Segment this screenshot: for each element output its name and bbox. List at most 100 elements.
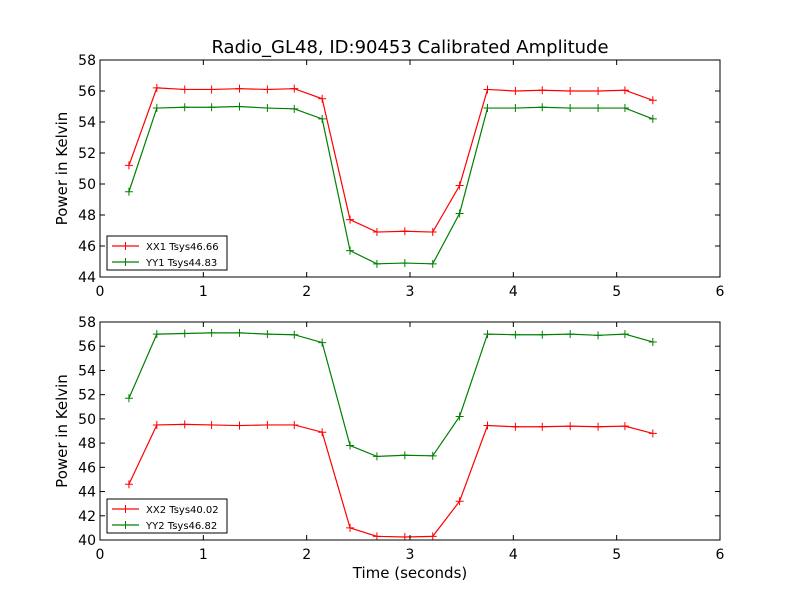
data-point	[152, 104, 161, 113]
data-point	[455, 497, 464, 506]
data-point	[483, 85, 492, 94]
x-tick-label: 6	[716, 547, 725, 563]
data-point	[594, 422, 603, 431]
y-tick-label: 56	[78, 84, 96, 100]
y-tick-label: 46	[78, 460, 96, 476]
data-point	[207, 85, 216, 94]
y-tick-label: 54	[78, 363, 96, 379]
y-tick-label: 50	[78, 412, 96, 428]
data-point	[372, 228, 381, 237]
x-tick-label: 3	[406, 284, 415, 300]
x-tick-label: 4	[509, 547, 518, 563]
y-tick-label: 50	[78, 177, 96, 193]
x-tick-label: 1	[199, 284, 208, 300]
data-point	[124, 161, 133, 170]
x-tick-label: 5	[612, 547, 621, 563]
data-point	[620, 86, 629, 95]
series-line-1	[128, 423, 653, 538]
legend-marker	[121, 521, 130, 529]
x-tick-label: 2	[302, 547, 311, 563]
data-point	[648, 96, 657, 105]
legend-label: YY2 Tsys46.82	[145, 521, 217, 532]
x-tick-label: 4	[509, 284, 518, 300]
x-tick-label: 1	[199, 547, 208, 563]
series-line-2	[128, 332, 653, 458]
y-tick-label: 44	[78, 485, 96, 501]
data-point	[455, 412, 464, 421]
data-point	[400, 259, 409, 268]
data-point	[566, 422, 575, 431]
data-point	[180, 420, 189, 429]
data-point	[235, 421, 244, 430]
legend-box	[106, 235, 228, 271]
y-tick-label: 54	[78, 115, 96, 131]
legend-marker	[121, 258, 130, 266]
data-point	[538, 86, 547, 95]
data-point	[318, 114, 327, 123]
series-line-1	[128, 87, 654, 233]
x-tick-label: 3	[406, 547, 415, 563]
data-point	[400, 451, 409, 460]
y-tick-label: 52	[78, 388, 96, 404]
data-point	[594, 331, 603, 340]
x-tick-label: 5	[612, 284, 621, 300]
data-point	[538, 422, 547, 431]
y-axis-label: Power in Kelvin	[53, 112, 71, 226]
data-point	[290, 84, 299, 93]
data-point	[455, 181, 464, 190]
data-point	[346, 523, 355, 532]
data-point	[648, 114, 657, 123]
plot-area	[124, 83, 657, 268]
data-point	[594, 87, 603, 95]
data-point	[400, 227, 409, 236]
data-point	[566, 330, 575, 339]
x-tick-label: 6	[716, 284, 725, 300]
data-point	[428, 532, 437, 540]
data-point	[207, 103, 216, 112]
data-point	[346, 441, 355, 450]
y-tick-label: 46	[78, 239, 96, 255]
data-point	[152, 420, 161, 429]
x-tick-label: 0	[96, 284, 105, 300]
data-point	[483, 104, 492, 113]
data-point	[180, 103, 189, 112]
data-point	[511, 330, 520, 339]
legend: XX2 Tsys40.02 YY2 Tsys46.82	[106, 498, 228, 534]
data-point	[346, 215, 355, 224]
data-point	[263, 330, 272, 339]
legend-marker	[121, 505, 130, 513]
data-point	[180, 329, 189, 338]
data-point	[428, 228, 437, 237]
data-point	[511, 422, 520, 431]
data-point	[124, 394, 133, 403]
series-line-2	[128, 105, 654, 265]
data-point	[263, 420, 272, 429]
data-point	[290, 330, 299, 339]
data-point	[648, 429, 657, 438]
data-point	[372, 259, 381, 268]
data-point	[538, 330, 547, 339]
data-point	[511, 104, 520, 113]
data-point	[372, 532, 381, 540]
data-point	[483, 330, 492, 339]
legend-marker	[121, 242, 130, 250]
y-tick-label: 40	[78, 533, 96, 549]
data-point	[318, 94, 327, 103]
data-point	[124, 187, 133, 196]
data-point	[290, 420, 299, 429]
data-point	[318, 338, 327, 347]
data-point	[620, 330, 629, 339]
x-axis-label: Time (seconds)	[352, 564, 468, 582]
data-point	[538, 103, 547, 112]
data-point	[483, 421, 492, 430]
legend: XX1 Tsys46.66 YY1 Tsys44.83	[106, 235, 228, 271]
legend-box	[106, 498, 228, 534]
data-point	[428, 451, 437, 460]
data-point	[235, 102, 244, 111]
data-point	[124, 480, 133, 489]
x-tick-label: 0	[96, 547, 105, 563]
y-tick-label: 48	[78, 436, 96, 452]
